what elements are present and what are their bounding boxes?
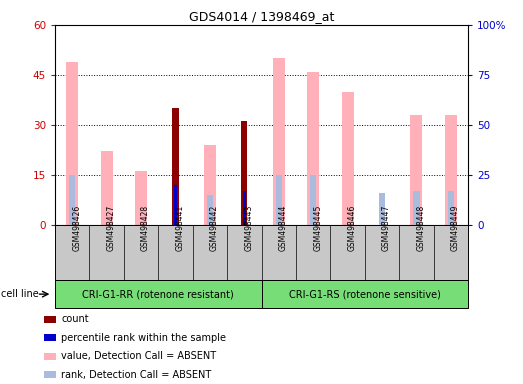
Text: GSM498443: GSM498443 [244, 204, 253, 251]
Text: GSM498442: GSM498442 [210, 204, 219, 251]
Bar [172, 108, 178, 225]
Bar [272, 58, 285, 225]
Text: GSM498445: GSM498445 [313, 204, 322, 251]
Text: GSM498427: GSM498427 [107, 204, 116, 251]
Bar [276, 175, 282, 225]
Text: cell line: cell line [1, 289, 39, 299]
Text: GDS4014 / 1398469_at: GDS4014 / 1398469_at [189, 10, 334, 23]
Text: GSM498447: GSM498447 [382, 204, 391, 251]
Text: CRI-G1-RS (rotenone sensitive): CRI-G1-RS (rotenone sensitive) [289, 289, 441, 299]
Text: GSM498449: GSM498449 [451, 204, 460, 251]
Bar [69, 175, 75, 225]
Bar [207, 195, 213, 225]
Text: count: count [61, 314, 89, 324]
Text: percentile rank within the sample: percentile rank within the sample [61, 333, 226, 343]
Bar [307, 71, 319, 225]
Text: CRI-G1-RR (rotenone resistant): CRI-G1-RR (rotenone resistant) [82, 289, 234, 299]
Text: GSM498426: GSM498426 [72, 204, 81, 251]
Bar [135, 171, 147, 225]
Bar [66, 61, 78, 225]
Text: value, Detection Call = ABSENT: value, Detection Call = ABSENT [61, 351, 217, 361]
Text: GSM498441: GSM498441 [175, 204, 185, 251]
Bar [379, 193, 385, 225]
Text: GSM498446: GSM498446 [348, 204, 357, 251]
Text: GSM498428: GSM498428 [141, 204, 150, 251]
Bar [241, 121, 247, 225]
Bar [342, 91, 354, 225]
Bar [243, 191, 246, 225]
Bar [174, 185, 177, 225]
Text: GSM498444: GSM498444 [279, 204, 288, 251]
Bar [445, 115, 457, 225]
Text: GSM498448: GSM498448 [416, 204, 425, 251]
Bar [448, 191, 454, 225]
Bar [204, 145, 216, 225]
Bar [310, 175, 316, 225]
Bar [413, 191, 419, 225]
Text: rank, Detection Call = ABSENT: rank, Detection Call = ABSENT [61, 370, 211, 380]
Bar [100, 151, 112, 225]
Bar [411, 115, 423, 225]
